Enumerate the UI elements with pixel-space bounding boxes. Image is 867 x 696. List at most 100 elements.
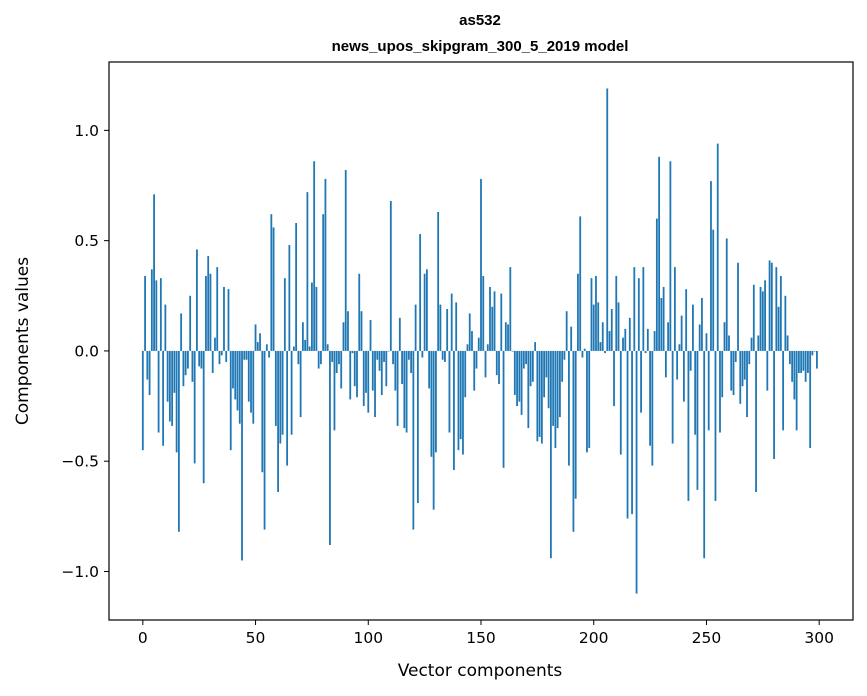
bar	[511, 350, 514, 352]
bar	[196, 249, 198, 351]
bar	[651, 350, 654, 466]
bar	[315, 286, 318, 351]
bar	[444, 350, 446, 362]
bar	[545, 350, 548, 378]
bar	[707, 350, 710, 431]
bar	[191, 350, 194, 382]
bar	[498, 350, 500, 384]
bar	[732, 350, 735, 396]
bar	[565, 311, 568, 351]
bar	[568, 350, 570, 466]
bar	[205, 275, 207, 351]
bar	[581, 350, 584, 358]
bar	[680, 315, 683, 351]
bar	[572, 350, 575, 532]
bar	[770, 262, 773, 351]
bar	[428, 350, 431, 389]
bar	[777, 306, 780, 351]
bar	[549, 350, 552, 559]
bar	[723, 322, 726, 351]
y-tick-label: −1.0	[61, 563, 99, 581]
bar	[552, 350, 555, 426]
bar	[604, 350, 606, 354]
bar	[410, 350, 413, 373]
bar	[701, 297, 703, 351]
bar	[311, 282, 313, 351]
bar	[529, 350, 532, 387]
bar	[737, 262, 739, 351]
bar	[263, 350, 266, 530]
bar	[243, 350, 246, 360]
x-tick-label: 100	[353, 629, 383, 647]
bar	[146, 350, 149, 380]
chart-title: as532	[459, 12, 501, 29]
bar	[703, 350, 706, 559]
bar	[509, 267, 512, 351]
bar	[646, 328, 649, 351]
bar	[743, 350, 746, 380]
bar	[214, 337, 216, 351]
bar	[536, 350, 539, 442]
bar	[687, 350, 690, 501]
bar	[432, 350, 435, 510]
bar	[653, 331, 656, 351]
bar	[324, 178, 327, 351]
bar	[788, 350, 791, 365]
bar	[313, 161, 316, 351]
bar	[252, 350, 255, 424]
bar	[200, 350, 203, 369]
bar	[692, 304, 694, 351]
bar	[583, 348, 586, 351]
bar	[466, 344, 469, 351]
bar	[768, 260, 771, 351]
x-tick-label: 50	[246, 629, 266, 647]
bar	[356, 350, 358, 398]
bar	[182, 350, 185, 387]
bar	[322, 214, 325, 351]
x-tick-label: 150	[466, 629, 496, 647]
bar	[784, 295, 787, 351]
bar	[403, 350, 406, 429]
bar	[153, 194, 155, 351]
bar	[166, 350, 169, 402]
bar	[712, 229, 715, 351]
bar	[579, 216, 582, 351]
bar	[405, 350, 408, 433]
bar	[227, 289, 230, 351]
bar	[256, 342, 259, 351]
bar	[376, 350, 379, 360]
bar	[782, 350, 785, 431]
bar	[779, 275, 782, 351]
bar	[362, 350, 365, 407]
bar	[416, 350, 419, 504]
y-tick-label: 0.0	[74, 342, 99, 360]
bar	[374, 350, 376, 418]
bar	[502, 350, 505, 468]
x-axis-label: Vector components	[398, 661, 563, 681]
bar	[489, 286, 491, 351]
bar	[329, 350, 331, 546]
bar	[664, 350, 667, 378]
bar	[394, 350, 397, 391]
bar	[793, 350, 796, 400]
bar	[286, 350, 289, 466]
bar	[398, 317, 401, 351]
bar	[495, 350, 498, 376]
bar	[164, 304, 167, 351]
bar	[633, 267, 636, 351]
bar	[220, 350, 223, 356]
bar	[425, 269, 428, 351]
bar	[193, 350, 196, 464]
bar	[759, 286, 762, 351]
bar	[811, 350, 814, 356]
bar	[441, 350, 444, 360]
bar	[236, 350, 239, 411]
bar	[407, 350, 410, 360]
bar	[437, 211, 440, 351]
bar	[162, 350, 165, 446]
bar	[331, 350, 334, 362]
y-axis-ticks: −1.0 −0.5 0.0 0.5 1.0	[61, 122, 109, 581]
bar	[333, 350, 336, 431]
bar	[387, 350, 390, 352]
bar	[270, 214, 273, 351]
